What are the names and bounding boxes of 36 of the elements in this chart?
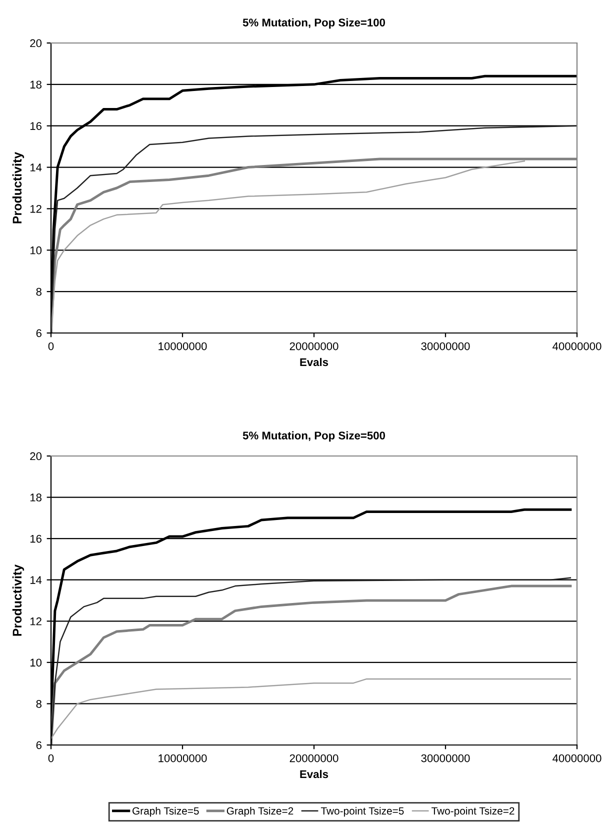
legend-label: Graph Tsize=5 (132, 806, 199, 817)
x-tick-label: 10000000 (158, 754, 207, 762)
x-tick-label: 20000000 (290, 754, 338, 762)
y-tick-label: 14 (30, 164, 42, 172)
legend-label: Two-point Tsize=5 (320, 806, 404, 817)
y-tick-label: 20 (30, 452, 42, 460)
x-tick-label: 0 (48, 342, 54, 350)
y-tick-label: 16 (30, 534, 42, 543)
x-tick-label: 30000000 (421, 754, 470, 762)
x-tick-label: 30000000 (421, 342, 470, 350)
y-tick-label: 8 (36, 288, 42, 296)
y-tick-label: 12 (30, 617, 42, 626)
x-axis-title: Evals (300, 770, 328, 778)
y-tick-label: 6 (36, 329, 42, 338)
y-axis-title: Productivity (12, 152, 24, 224)
y-tick-label: 14 (30, 576, 42, 584)
y-tick-label: 6 (36, 741, 42, 750)
legend-label: Two-point Tsize=2 (432, 806, 514, 817)
x-tick-label: 40000000 (552, 342, 602, 350)
y-axis-title: Productivity (12, 564, 24, 636)
chart-title: 5% Mutation, Pop Size=100 (242, 18, 386, 29)
legend-label: Graph Tsize=2 (226, 806, 294, 817)
y-tick-label: 16 (30, 122, 42, 130)
y-tick-label: 18 (30, 80, 42, 89)
chart-title: 5% Mutation, Pop Size=500 (242, 431, 386, 442)
y-tick-label: 10 (30, 658, 42, 667)
y-tick-label: 20 (30, 39, 42, 48)
x-tick-label: 40000000 (552, 754, 602, 762)
y-tick-label: 18 (30, 494, 42, 502)
x-axis-title: Evals (300, 358, 328, 366)
y-tick-label: 8 (36, 700, 42, 708)
y-tick-label: 12 (30, 204, 42, 213)
x-tick-label: 10000000 (158, 342, 207, 350)
y-tick-label: 10 (30, 246, 42, 254)
x-tick-label: 20000000 (290, 342, 338, 350)
x-tick-label: 0 (48, 754, 54, 762)
